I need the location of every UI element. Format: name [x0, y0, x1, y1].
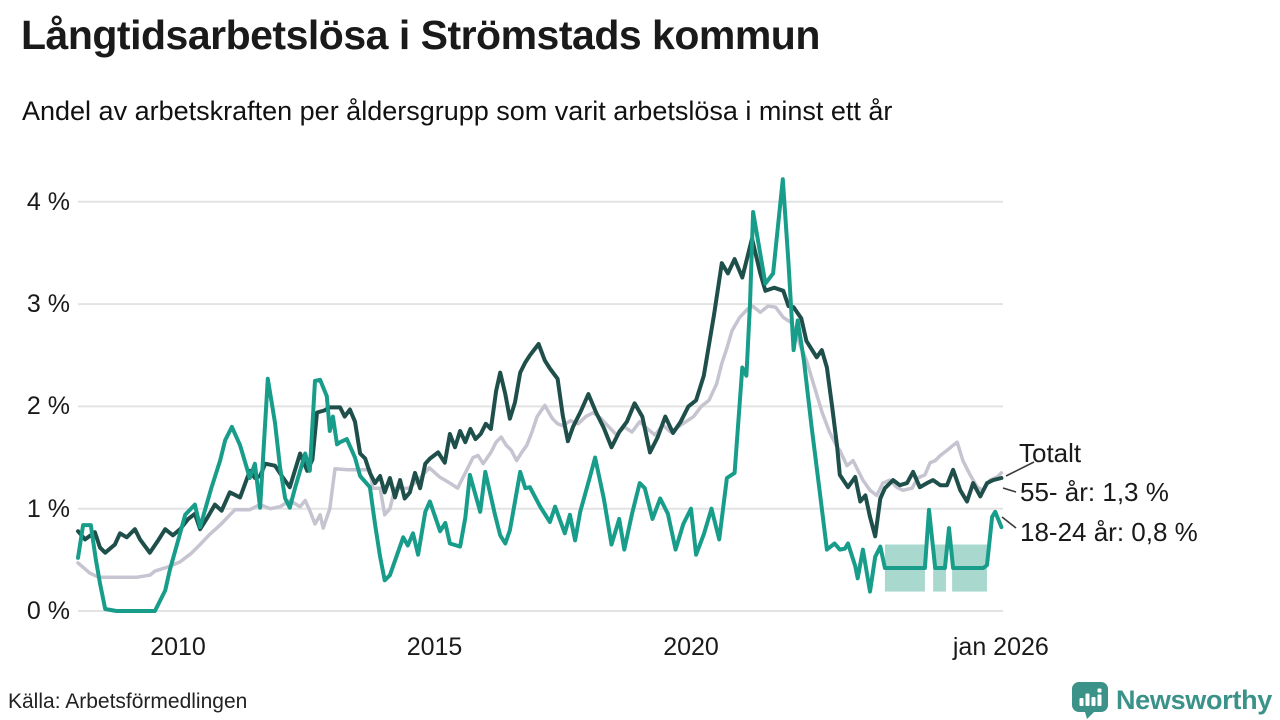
uncertainty-band-segment — [884, 544, 925, 592]
y-axis-tick-0: 0 % — [26, 597, 70, 625]
series-line-18-24-r — [76, 177, 1004, 613]
annotation-55-ar: 55- år: 1,3 % — [1020, 477, 1169, 507]
page-subtitle: Andel av arbetskraften per åldersgrupp s… — [22, 96, 893, 126]
y-axis-tick-1: 1 % — [26, 494, 70, 523]
y-axis-tick-3: 3 % — [26, 290, 70, 319]
series-line-55-r — [76, 236, 1004, 555]
uncertainty-band — [884, 544, 988, 592]
annotation-totalt: Totalt — [1019, 438, 1082, 468]
page-title: Långtidsarbetslösa i Strömstads kommun — [21, 12, 820, 58]
series-line-totalt — [76, 304, 1004, 579]
newsworthy-brand: Newsworthy — [1071, 682, 1272, 719]
series-lines — [76, 177, 1004, 613]
x-axis-tick-2015: 2015 — [406, 633, 463, 661]
x-axis-tick-jan-2026: jan 2026 — [952, 633, 1049, 661]
gridlines — [78, 200, 1003, 612]
uncertainty-band-segment — [952, 544, 988, 592]
uncertainty-band-segment — [933, 544, 946, 592]
source-note: Källa: Arbetsförmedlingen — [8, 690, 248, 713]
x-axis-tick-2010: 2010 — [150, 633, 206, 661]
y-axis-tick-4: 4 % — [26, 187, 70, 216]
x-axis-tick-2020: 2020 — [663, 633, 719, 661]
leader-line-55 — [1002, 487, 1017, 493]
leader-line-18-24 — [1001, 516, 1017, 529]
annotation-18-24-ar: 18-24 år: 0,8 % — [1020, 517, 1198, 547]
logo-bars-icon — [1079, 688, 1102, 706]
y-axis-tick-2: 2 % — [26, 392, 70, 421]
newsworthy-logo-text: Newsworthy — [1115, 685, 1272, 715]
newsworthy-logo-icon — [1071, 682, 1108, 719]
